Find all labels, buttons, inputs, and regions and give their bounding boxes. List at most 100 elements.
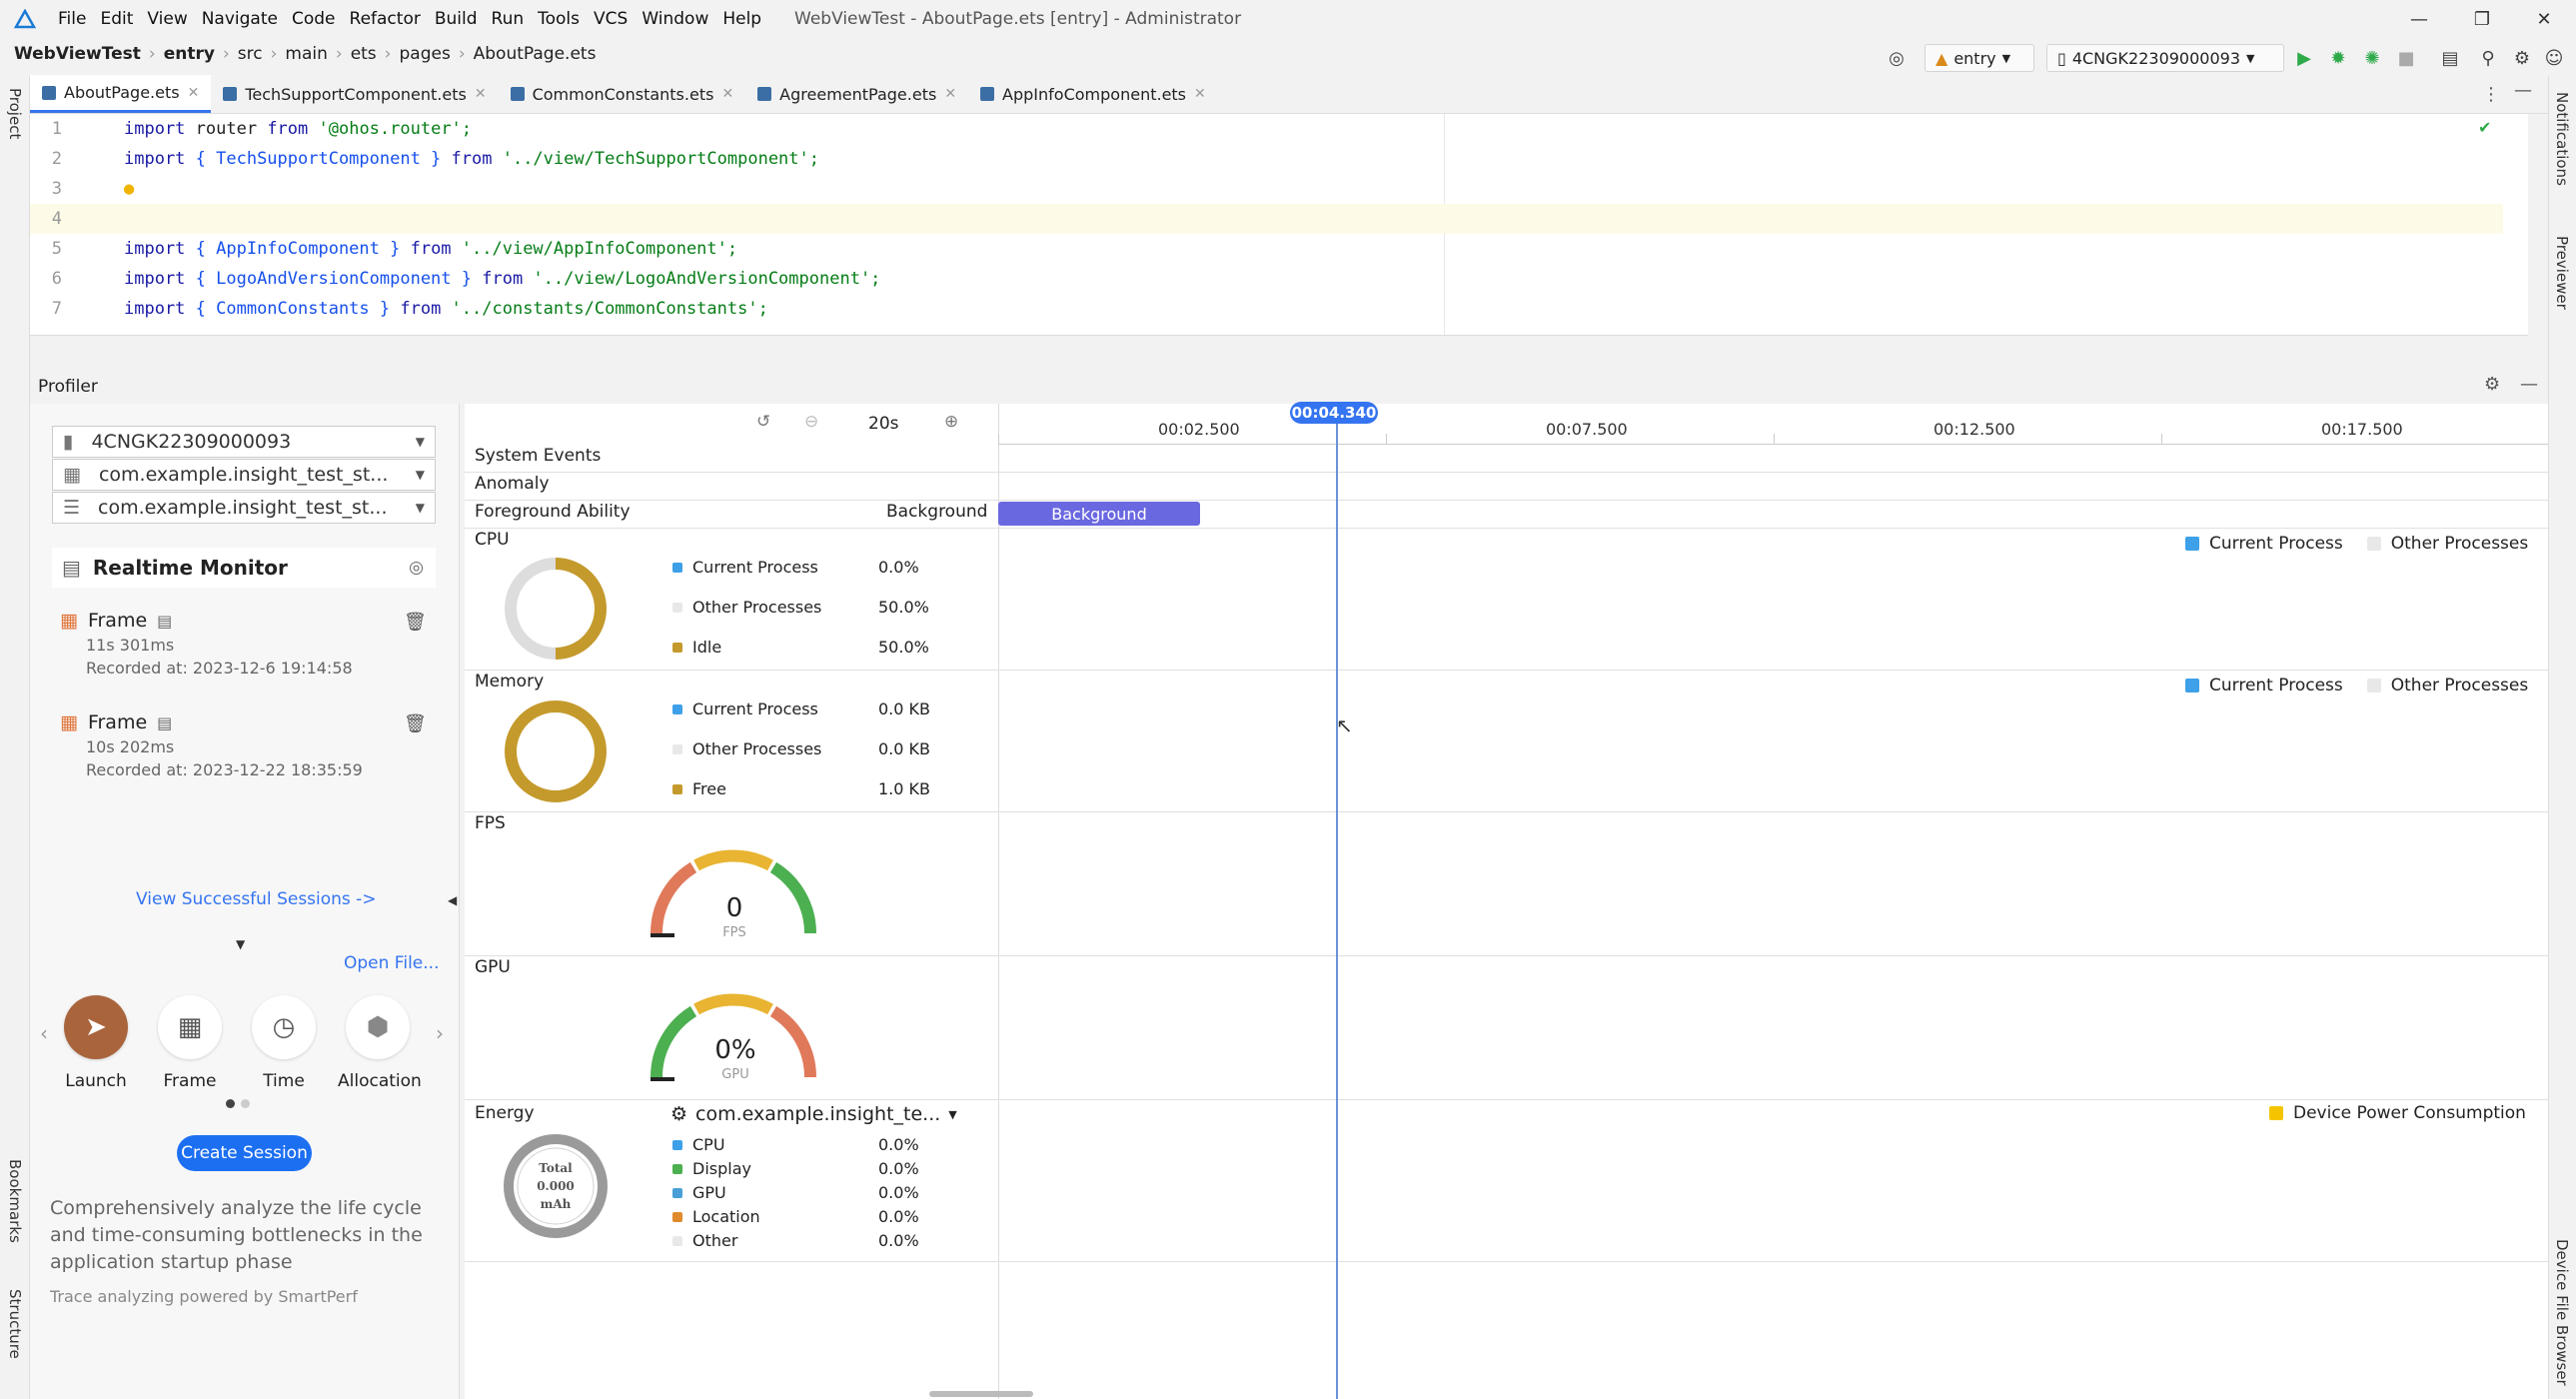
code-editor[interactable]: 1 import router from '@ohos.router'; 2 imp… — [30, 114, 2528, 336]
breadcrumb-src[interactable]: src — [237, 44, 263, 64]
zoom-level: 20s — [868, 414, 899, 434]
target-icon[interactable]: ◎ — [1889, 47, 1905, 69]
reset-zoom-icon[interactable]: ↺ — [756, 412, 771, 432]
menu-tools[interactable]: Tools — [538, 9, 581, 29]
device-selector[interactable]: ▮ 4CNGK22309000093 ▼ — [52, 426, 436, 458]
create-session-button[interactable]: Create Session — [177, 1135, 312, 1171]
minimize-icon[interactable]: — — [2410, 8, 2428, 30]
memory-legend-free: Free — [672, 779, 726, 798]
line-number: 2 — [51, 149, 62, 169]
bookmarks-tool-button[interactable]: Bookmarks — [6, 1159, 24, 1243]
collapse-panel-icon[interactable]: ◀ — [448, 893, 458, 907]
close-tab-icon[interactable]: ✕ — [721, 86, 734, 102]
settings-icon[interactable]: ⚙ — [2513, 47, 2531, 69]
delete-icon[interactable]: 🗑 — [404, 612, 427, 633]
menu-view[interactable]: View — [147, 9, 188, 29]
tab-commonconstants[interactable]: CommonConstants.ets ✕ — [499, 75, 746, 113]
time-axis — [998, 444, 2548, 445]
menu-edit[interactable]: Edit — [100, 9, 134, 29]
restore-icon[interactable]: ❐ — [2473, 8, 2491, 30]
device-file-browser-tool-button[interactable]: Device File Browser — [2553, 1239, 2571, 1386]
menu-vcs[interactable]: VCS — [594, 9, 629, 29]
energy-legend-gpu: GPU — [672, 1183, 726, 1202]
chevron-left-icon[interactable]: ‹ — [40, 1021, 48, 1045]
module-select[interactable]: ▲ entry ▼ — [1925, 44, 2034, 72]
attach-debugger-icon[interactable]: ✺ — [2364, 47, 2380, 69]
minimize-editor-icon[interactable]: — — [2514, 80, 2532, 101]
breadcrumb-file[interactable]: AboutPage.ets — [473, 44, 597, 64]
menu-file[interactable]: File — [58, 9, 87, 29]
close-icon[interactable]: ✕ — [2536, 8, 2552, 30]
horizontal-scrollbar[interactable] — [929, 1391, 1033, 1397]
gear-icon[interactable]: ⚙ — [2484, 374, 2501, 395]
cpu-label: CPU — [475, 530, 510, 550]
delete-icon[interactable]: 🗑 — [404, 713, 427, 734]
chevron-right-icon: › — [458, 44, 466, 64]
application-selector[interactable]: ▦ com.example.insight_test_st... ▼ — [52, 459, 436, 491]
menu-run[interactable]: Run — [491, 9, 525, 29]
more-tabs-icon[interactable]: ⋮ — [2482, 84, 2500, 105]
file-icon — [42, 85, 56, 100]
menu-window[interactable]: Window — [642, 9, 709, 29]
code-text: import { AppInfoComponent } from '../vie… — [124, 239, 738, 259]
page-dot[interactable] — [241, 1099, 250, 1108]
breadcrumb-pages[interactable]: pages — [399, 44, 451, 64]
menu-refactor[interactable]: Refactor — [349, 9, 421, 29]
lightbulb-icon[interactable]: ● — [124, 179, 135, 199]
structure-tool-button[interactable]: Structure — [6, 1289, 24, 1359]
zoom-in-icon[interactable]: ⊕ — [944, 412, 959, 432]
menu-navigate[interactable]: Navigate — [201, 9, 278, 29]
search-icon[interactable]: ⚲ — [2481, 47, 2495, 69]
project-tool-button[interactable]: Project — [6, 88, 24, 140]
tab-agreementpage[interactable]: AgreementPage.ets ✕ — [745, 75, 968, 113]
chevron-right-icon[interactable]: › — [436, 1021, 444, 1045]
close-tab-icon[interactable]: ✕ — [944, 86, 957, 102]
recording-name: Frame — [87, 610, 148, 632]
tab-appinfo[interactable]: AppInfoComponent.ets ✕ — [968, 75, 1218, 113]
tab-aboutpage[interactable]: AboutPage.ets ✕ — [30, 75, 212, 113]
process-selector[interactable]: ☰ com.example.insight_test_st... ▼ — [52, 492, 436, 524]
menu-build[interactable]: Build — [434, 9, 478, 29]
close-tab-icon[interactable]: ✕ — [1194, 86, 1206, 102]
time-tool[interactable]: ◷ Time — [244, 995, 324, 1091]
tab-techsupport[interactable]: TechSupportComponent.ets ✕ — [211, 75, 498, 113]
allocation-tool[interactable]: ⬢ Allocation — [338, 995, 422, 1091]
previewer-tool-button[interactable]: Previewer — [2553, 236, 2571, 310]
close-tab-icon[interactable]: ✕ — [187, 84, 200, 101]
open-file-link[interactable]: Open File... — [344, 953, 440, 973]
zoom-out-icon[interactable]: ⊖ — [804, 412, 819, 432]
breadcrumb-ets[interactable]: ets — [350, 44, 377, 64]
energy-process-select[interactable]: ⚙ com.example.insight_te... ▼ — [670, 1103, 957, 1125]
breadcrumb-module[interactable]: entry — [163, 44, 215, 64]
chevron-down-icon[interactable]: ▼ — [236, 937, 246, 951]
stop-icon[interactable]: ■ — [2397, 47, 2415, 69]
realtime-monitor-header[interactable]: ▤ Realtime Monitor ◎ — [52, 548, 436, 588]
account-icon[interactable]: ☺ — [2544, 47, 2564, 69]
notifications-tool-button[interactable]: Notifications — [2553, 92, 2571, 186]
menu-help[interactable]: Help — [722, 9, 762, 29]
record-icon[interactable]: ◎ — [409, 558, 424, 578]
breadcrumb-project[interactable]: WebViewTest — [14, 44, 141, 64]
recording-item[interactable]: ▦ Frame ▤ 10s 202ms Recorded at: 2023-12-2… — [60, 711, 363, 779]
frame-icon: ▦ — [60, 610, 78, 632]
background-state-bar[interactable]: Background — [998, 502, 1200, 526]
details-icon[interactable]: ▤ — [157, 611, 173, 631]
view-successful-sessions-link[interactable]: View Successful Sessions -> — [136, 889, 377, 909]
minimize-panel-icon[interactable]: — — [2520, 374, 2538, 395]
module-icon: ▲ — [1935, 48, 1948, 68]
time-cursor-badge[interactable]: 00:04.340 — [1290, 402, 1378, 424]
run-icon[interactable]: ▶ — [2297, 47, 2311, 69]
debug-icon[interactable]: ✹ — [2330, 47, 2346, 69]
breadcrumb-main[interactable]: main — [285, 44, 328, 64]
launch-tool[interactable]: ➤ Launch — [56, 995, 136, 1091]
device-manager-icon[interactable]: ▤ — [2441, 47, 2459, 69]
page-dot-active[interactable] — [226, 1099, 235, 1108]
device-select[interactable]: ▯ 4CNGK22309000093 ▼ — [2046, 44, 2284, 72]
frame-tool[interactable]: ▦ Frame — [150, 995, 230, 1091]
breadcrumb: WebViewTest › entry › src › main › ets › page… — [14, 44, 596, 64]
close-tab-icon[interactable]: ✕ — [474, 86, 487, 102]
details-icon[interactable]: ▤ — [157, 712, 173, 732]
recording-item[interactable]: ▦ Frame ▤ 11s 301ms Recorded at: 2023-12-6… — [60, 610, 353, 678]
time-cursor-line[interactable] — [1336, 414, 1338, 1399]
menu-code[interactable]: Code — [291, 9, 336, 29]
